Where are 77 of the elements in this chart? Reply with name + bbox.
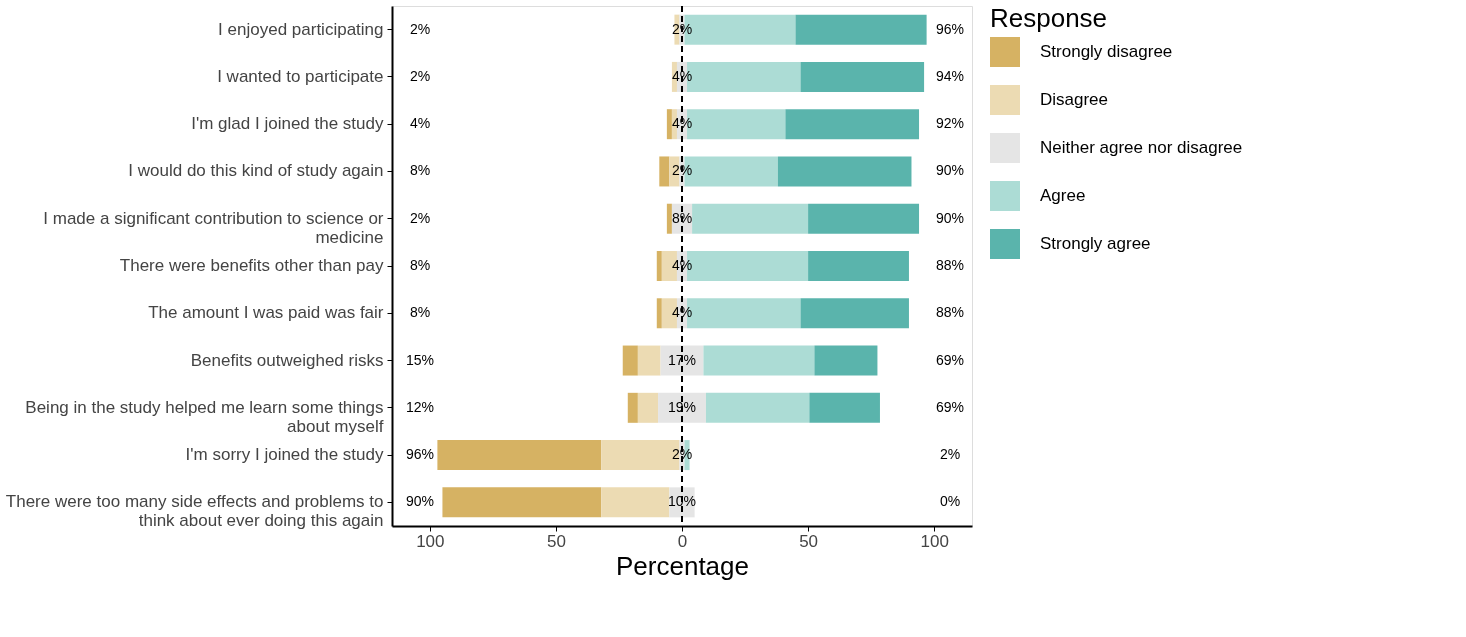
bar — [809, 392, 880, 423]
annotation: 88% — [935, 304, 965, 321]
data-label: 8% — [671, 209, 693, 226]
bar — [795, 14, 927, 45]
annotation: 96% — [935, 20, 965, 37]
annotation: 92% — [935, 115, 965, 132]
annotation: 8% — [409, 257, 431, 273]
x-tick-label: 100 — [416, 531, 445, 551]
annotation: 15% — [405, 351, 435, 368]
annotation: 8% — [409, 162, 431, 179]
y-tick-label: There were benefits other than pay — [119, 256, 384, 275]
bar — [627, 392, 638, 423]
legend-label: Neither agree nor disagree — [1040, 138, 1243, 157]
data-label: 2% — [671, 162, 693, 179]
bar — [703, 345, 815, 376]
bar — [666, 109, 672, 140]
bar — [637, 345, 661, 376]
bar — [442, 487, 602, 518]
bar — [800, 61, 925, 92]
x-tick-label: 50 — [799, 531, 819, 551]
bar — [808, 251, 909, 281]
y-tick-label: I made a significant contribution to science or medicine — [43, 208, 384, 247]
y-tick-label: I wanted to participate — [217, 66, 384, 86]
y-tick-label: Benefits outweighed risks — [190, 350, 384, 370]
bar — [777, 156, 912, 187]
data-label: 4% — [671, 115, 693, 132]
y-tick-label: I'm glad I joined the study — [191, 114, 384, 134]
bar — [659, 156, 670, 187]
annotation: 88% — [935, 257, 965, 273]
annotation: 90% — [935, 162, 965, 179]
annotation: 96% — [405, 446, 435, 463]
x-tick-label: 50 — [546, 531, 566, 551]
annotation: 12% — [405, 398, 435, 415]
data-label: 17% — [667, 351, 697, 368]
bar — [814, 345, 878, 376]
annotation: 2% — [409, 209, 431, 226]
y-tick-label: There were too many side effects and problems to think about ever doing this again — [5, 492, 384, 531]
annotation: 2% — [939, 446, 961, 463]
x-tick-label: 0 — [677, 531, 688, 551]
y-tick-label: Being in the study helped me learn some things about myself — [25, 397, 384, 436]
annotation: 69% — [935, 351, 965, 368]
data-label: 4% — [671, 304, 693, 321]
bar — [656, 298, 662, 329]
bar — [692, 203, 809, 234]
bar — [601, 487, 670, 518]
legend-title: Response — [990, 3, 1108, 33]
annotation: 4% — [409, 115, 431, 132]
data-label: 4% — [671, 257, 693, 273]
annotation: 69% — [935, 398, 965, 415]
bar — [800, 298, 909, 329]
bar — [785, 109, 920, 140]
bar — [808, 203, 920, 234]
bar — [666, 203, 672, 234]
y-tick-label: I enjoyed participating — [218, 19, 384, 39]
bar — [656, 251, 662, 281]
y-tick-label: I'm sorry I joined the study — [185, 445, 384, 465]
annotation: 0% — [939, 493, 961, 510]
legend-label: Strongly agree — [1040, 234, 1151, 253]
legend-label: Agree — [1040, 186, 1086, 205]
annotation: 2% — [409, 20, 431, 37]
annotation: 94% — [935, 67, 965, 84]
bar — [705, 392, 810, 423]
annotation: 90% — [935, 209, 965, 226]
legend-label: Disagree — [1040, 90, 1109, 109]
legend-label: Strongly disagree — [1040, 42, 1173, 61]
y-tick-label: I would do this kind of study again — [128, 161, 384, 181]
bar — [437, 440, 602, 471]
annotation: 8% — [409, 304, 431, 321]
bar — [622, 345, 638, 376]
annotation: 2% — [409, 67, 431, 84]
data-label: 2% — [671, 20, 693, 37]
x-tick-label: 100 — [920, 531, 949, 551]
bar — [637, 392, 659, 423]
x-axis-title: Percentage — [616, 550, 749, 581]
data-label: 2% — [671, 446, 693, 463]
annotation: 90% — [405, 493, 435, 510]
y-tick-label: The amount I was paid was fair — [148, 303, 384, 323]
